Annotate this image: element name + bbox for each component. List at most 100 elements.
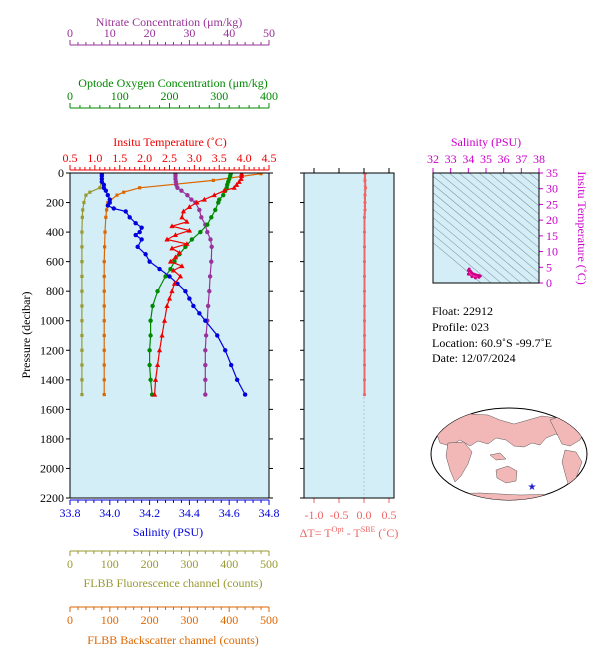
salinity-data-point bbox=[223, 348, 228, 353]
delta-t-data-point bbox=[362, 215, 367, 219]
ts-isopycnal-line bbox=[433, 175, 539, 265]
ts-salinity-tick-label: 33 bbox=[445, 152, 457, 166]
temperature-tick-label: 3.0 bbox=[187, 151, 202, 165]
map-float-marker: ★ bbox=[528, 482, 537, 493]
backscatter-axis-title: FLBB Backscatter channel (counts) bbox=[87, 633, 259, 647]
main-series-group bbox=[80, 173, 263, 397]
temperature-data-point bbox=[156, 347, 163, 353]
fluorescence-data-point bbox=[98, 186, 102, 190]
info-location: Location: 60.9˚S -99.7˚E bbox=[432, 336, 552, 350]
temperature-data-point bbox=[238, 176, 244, 181]
pressure-tick-label: 0 bbox=[58, 166, 64, 180]
delta-t-data-point bbox=[362, 230, 367, 234]
delta-t-data-point bbox=[362, 260, 367, 264]
ts-isopycnal-line bbox=[433, 233, 492, 283]
oxygen-data-point bbox=[148, 377, 153, 383]
oxygen-tick-label: 100 bbox=[111, 89, 129, 103]
fluorescence-data-point bbox=[80, 333, 84, 338]
ts-isopycnal-line bbox=[448, 173, 539, 249]
pressure-tick-label: 400 bbox=[46, 225, 64, 239]
temperature-data-point bbox=[159, 332, 165, 338]
salinity-data-point bbox=[203, 318, 208, 323]
oxygen-data-point bbox=[213, 207, 218, 213]
ts-temperature-tick-label: 20 bbox=[546, 213, 558, 227]
fluorescence-data-point bbox=[82, 200, 86, 205]
map-land-australia bbox=[495, 465, 518, 484]
temperature-data-point bbox=[236, 179, 242, 184]
nitrate-data-point bbox=[203, 392, 208, 397]
pressure-tick-label: 200 bbox=[46, 196, 64, 210]
ts-data-point bbox=[466, 272, 470, 276]
oxygen-tick-label: 300 bbox=[210, 89, 228, 103]
salinity-data-point bbox=[147, 259, 152, 264]
delta-t-line bbox=[363, 173, 367, 395]
ts-isopycnal-line bbox=[433, 217, 512, 283]
nitrate-data-point bbox=[199, 215, 204, 220]
oxygen-tick-label: 0 bbox=[67, 89, 73, 103]
backscatter-data-point bbox=[103, 230, 107, 234]
salinity-tick-label: 34.0 bbox=[99, 506, 120, 520]
delta-t-data-point bbox=[362, 274, 367, 279]
temperature-data-point bbox=[172, 232, 179, 238]
temperature-data-point bbox=[211, 192, 217, 198]
fluorescence-tick-label: 400 bbox=[220, 557, 238, 571]
fluorescence-data-point bbox=[80, 215, 84, 219]
salinity-data-point bbox=[234, 377, 240, 383]
ts-temperature-tick-label: 5 bbox=[546, 260, 552, 274]
salinity-data-point bbox=[105, 192, 111, 198]
temperature-data-point bbox=[172, 254, 179, 260]
main-plot-frame bbox=[69, 172, 270, 499]
temperature-data-point bbox=[154, 362, 161, 368]
backscatter-tick-label: 200 bbox=[141, 613, 159, 627]
salinity-data-point bbox=[139, 225, 144, 230]
temperature-tick-label: 1.5 bbox=[112, 151, 127, 165]
delta-t-data-point bbox=[363, 173, 367, 176]
salinity-data-point bbox=[105, 203, 111, 208]
temperature-data-point bbox=[201, 196, 207, 202]
fluorescence-tick-label: 300 bbox=[180, 557, 198, 571]
map-land-eurasia bbox=[435, 413, 587, 448]
temperature-data-point bbox=[169, 288, 175, 294]
nitrate-data-point bbox=[209, 259, 214, 264]
oxygen-data-point bbox=[189, 237, 195, 242]
temperature-data-point bbox=[179, 263, 185, 269]
map-land-indonesia bbox=[489, 452, 507, 461]
temperature-data-point bbox=[186, 227, 192, 233]
delta-t-tick-label: -1.0 bbox=[305, 508, 324, 522]
backscatter-data-point bbox=[102, 304, 106, 308]
fluorescence-data-point bbox=[81, 208, 85, 212]
nitrate-tick-label: 40 bbox=[223, 26, 235, 40]
nitrate-data-point bbox=[208, 237, 213, 242]
oxygen-tick-label: 200 bbox=[161, 89, 179, 103]
info-date: Date: 12/07/2024 bbox=[432, 351, 516, 365]
salinity-data-point bbox=[167, 274, 172, 279]
fluorescence-data-point bbox=[80, 289, 84, 293]
ts-isopycnal-line bbox=[498, 173, 539, 207]
ts-temperature-tick-label: 0 bbox=[546, 276, 552, 290]
temperature-tick-label: 2.0 bbox=[137, 151, 152, 165]
ts-isopycnal-line bbox=[488, 173, 539, 215]
salinity-axis-title: Salinity (PSU) bbox=[133, 525, 203, 539]
pressure-tick-label: 800 bbox=[46, 284, 64, 298]
pressure-tick-label: 1400 bbox=[40, 373, 64, 387]
nitrate-tick-label: 30 bbox=[183, 26, 195, 40]
nitrate-data-point bbox=[189, 197, 194, 202]
backscatter-data-point bbox=[102, 348, 106, 352]
fluorescence-data-point bbox=[80, 378, 84, 382]
nitrate-data-point bbox=[203, 333, 209, 338]
backscatter-data-point bbox=[102, 319, 106, 323]
ts-temperature-tick-label: 10 bbox=[546, 245, 558, 259]
delta-t-data-point bbox=[362, 392, 367, 397]
salinity-data-point bbox=[137, 229, 142, 235]
salinity-data-point bbox=[123, 209, 128, 214]
temperature-data-point bbox=[170, 267, 177, 273]
temperature-profile-line bbox=[154, 173, 243, 395]
delta-t-axis-title: ΔT= TOpt - TSBE (˚C) bbox=[300, 525, 399, 540]
ts-isopycnal-line bbox=[433, 192, 539, 282]
fluorescence-data-point bbox=[80, 304, 84, 308]
delta-t-tick-label: 0.5 bbox=[382, 508, 397, 522]
oxygen-data-point bbox=[148, 333, 153, 338]
temperature-data-point bbox=[234, 182, 240, 187]
salinity-data-point bbox=[111, 206, 116, 211]
